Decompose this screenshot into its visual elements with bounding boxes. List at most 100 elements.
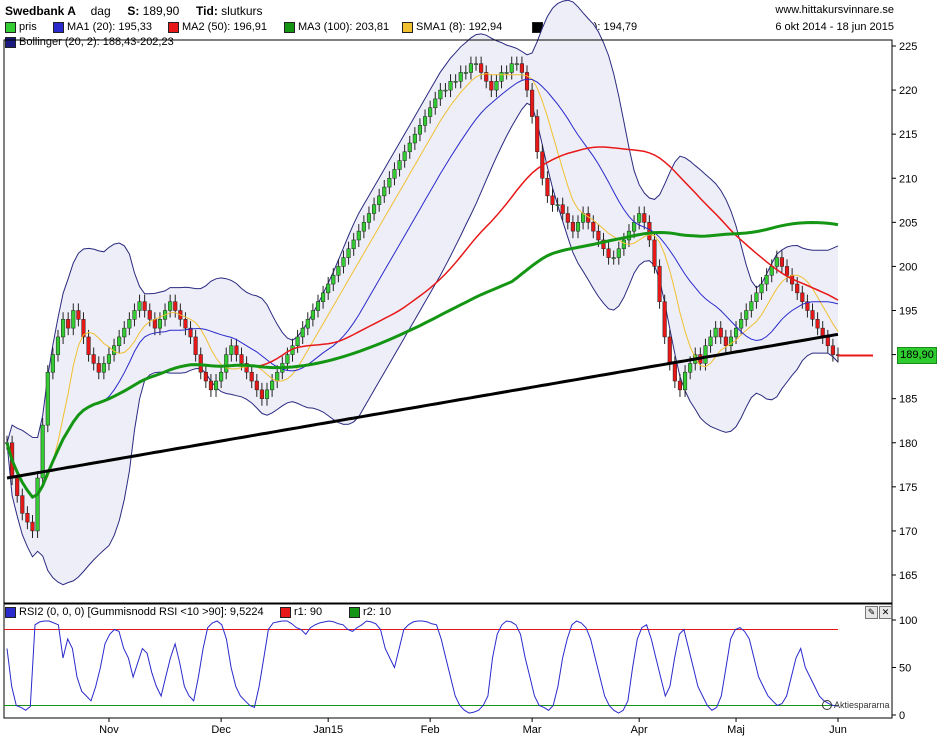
candle-down (239, 354, 244, 364)
candle-up (346, 248, 351, 258)
candle-up (157, 319, 162, 329)
candle-down (147, 310, 152, 320)
month-label: Feb (421, 724, 440, 736)
candle-down (550, 195, 555, 205)
candle-up (637, 213, 642, 223)
candle-up (71, 310, 76, 329)
candle-up (305, 319, 310, 329)
legend-swatch (168, 21, 179, 33)
candle-up (616, 248, 621, 258)
candle-down (545, 178, 550, 197)
candle-down (249, 371, 254, 382)
candle-down (66, 319, 71, 329)
candle-up (468, 63, 473, 73)
candle-up (713, 327, 718, 338)
legend-item: MA2 (50): 196,91 (168, 21, 267, 33)
candle-down (825, 336, 830, 347)
candle-up (453, 81, 458, 83)
candle-up (300, 327, 305, 338)
candle-up (40, 424, 45, 479)
price-tick-label: 175 (899, 482, 917, 494)
candle-up (632, 222, 637, 232)
candle-up (499, 72, 504, 82)
legend-item: RSI2 (0, 0, 0) [Gummisnodd RSI <10 >90]:… (5, 606, 264, 618)
candle-down (183, 319, 188, 329)
month-label: Mar (523, 724, 542, 736)
candle-up (392, 169, 397, 179)
candle-up (137, 301, 142, 311)
legend-swatch (5, 36, 16, 48)
candle-up (270, 380, 275, 391)
candle-up (494, 81, 499, 91)
candle-down (259, 389, 264, 399)
legend-swatch (5, 606, 16, 618)
watermark-text: Aktiespararna (834, 700, 890, 710)
stock-name: Swedbank A (5, 4, 76, 18)
candle-up (443, 89, 448, 92)
price-tick-label: 220 (899, 85, 917, 97)
candle-down (142, 301, 147, 311)
candle-down (20, 495, 25, 514)
candle-down (173, 301, 178, 311)
candle-up (229, 345, 234, 355)
candle-up (575, 222, 581, 232)
legend-text: RSI2 (0, 0, 0) [Gummisnodd RSI <10 >90]:… (19, 606, 264, 618)
legend-swatch (5, 21, 16, 33)
price-tick-label: 185 (899, 394, 917, 406)
sma1-line (6, 73, 839, 498)
candle-up (458, 72, 463, 82)
candle-down (718, 327, 723, 338)
price-tick-label: 200 (899, 261, 917, 273)
price-value: 189,90 (142, 4, 180, 18)
price-tick-label: 170 (899, 526, 917, 538)
candle-down (805, 301, 810, 311)
price-panel-frame (3, 39, 893, 604)
candle-up (117, 336, 122, 347)
candle-up (504, 72, 509, 74)
candle-up (473, 63, 479, 65)
candle-down (677, 380, 683, 391)
candle-up (412, 133, 417, 144)
candle-up (703, 345, 708, 364)
legend-item: r2: 10 (349, 606, 391, 618)
candle-up (438, 89, 443, 100)
candle-down (530, 89, 535, 117)
ma4-line (6, 332, 839, 480)
candle-up (61, 319, 66, 338)
close-icon[interactable]: ✕ (879, 606, 892, 619)
month-label: Jun (829, 724, 847, 736)
candle-down (203, 371, 208, 382)
last-price-tag: 189,90 (897, 347, 937, 364)
candle-up (683, 371, 688, 391)
candle-down (96, 363, 101, 373)
rsi-tick-label: 50 (899, 663, 911, 675)
month-label: Dec (211, 724, 231, 736)
candle-up (295, 336, 300, 347)
candle-up (361, 222, 366, 232)
candle-up (321, 292, 326, 302)
candle-down (91, 354, 96, 364)
candle-down (830, 345, 835, 355)
month-label: Jan15 (313, 724, 343, 736)
price-label: S: (127, 4, 140, 18)
candle-up (285, 354, 290, 364)
price-tick-label: 210 (899, 173, 917, 185)
candle-down (784, 266, 790, 276)
price-tick-label: 165 (899, 570, 917, 582)
candle-down (723, 336, 728, 347)
date-range: 6 okt 2014 - 18 jun 2015 (775, 21, 894, 33)
candle-up (35, 477, 40, 532)
legend-text: SMA1 (8): 192,94 (416, 21, 503, 33)
candle-down (25, 513, 30, 523)
legend-swatch (280, 606, 291, 618)
month-label: Maj (727, 724, 745, 736)
rsi-tick-label: 0 (899, 710, 905, 722)
settings-icon[interactable]: ✎ (865, 606, 878, 619)
legend-item: pris (5, 21, 37, 33)
candle-up (310, 310, 315, 320)
candle-down (606, 248, 611, 258)
rsi-panel-frame (3, 603, 893, 719)
candle-down (565, 213, 570, 223)
candle-down (815, 319, 820, 329)
